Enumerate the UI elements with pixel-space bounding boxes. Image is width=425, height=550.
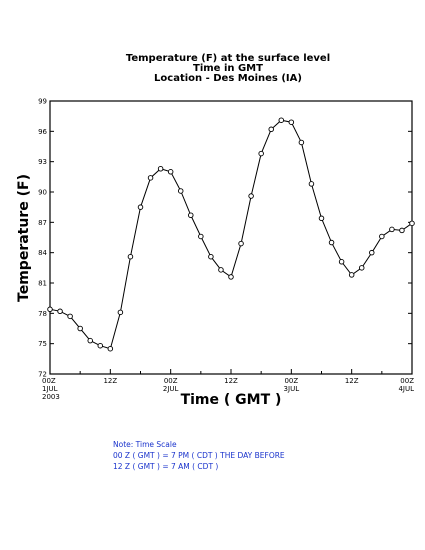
data-point	[208, 253, 214, 260]
data-point	[308, 181, 315, 187]
data-point	[258, 150, 264, 157]
x-tick-label: 1JUL	[42, 385, 58, 393]
note-line-1: Note: Time Scale	[113, 440, 177, 449]
title-line-3: Location - Des Moines (IA)	[154, 73, 302, 84]
x-tick-label: 4JUL	[398, 385, 414, 393]
data-point	[409, 220, 415, 227]
data-point	[198, 233, 204, 240]
data-point	[157, 165, 164, 172]
data-point	[87, 337, 93, 344]
x-tick-label: 12Z	[103, 377, 117, 385]
y-tick-label: 78	[38, 310, 47, 318]
y-tick-label: 99	[38, 98, 47, 106]
data-point	[188, 212, 194, 219]
chart-title: Temperature (F) at the surface level Tim…	[126, 53, 330, 84]
x-tick-label: 00Z	[400, 377, 414, 385]
data-point	[318, 215, 325, 222]
note-line-2: 00 Z ( GMT ) = 7 PM ( CDT ) THE DAY BEFO…	[113, 451, 285, 460]
time-scale-note: Note: Time Scale 00 Z ( GMT ) = 7 PM ( C…	[113, 440, 285, 471]
data-point	[238, 240, 244, 247]
y-axis-ticks: 72 75 78 81 84 87 90 93 96 99	[38, 98, 412, 379]
data-point	[167, 169, 174, 175]
x-tick-label: 00Z	[284, 377, 298, 385]
data-point	[298, 139, 305, 146]
data-point	[218, 267, 224, 273]
data-point	[77, 325, 83, 332]
data-point	[268, 126, 274, 133]
data-point	[369, 249, 375, 256]
x-tick-label: 12Z	[224, 377, 238, 385]
plot-area-frame	[49, 100, 413, 375]
y-tick-label: 72	[38, 371, 47, 379]
data-point	[137, 204, 144, 210]
y-axis-label: Temperature (F)	[16, 174, 32, 302]
data-point	[57, 308, 63, 315]
data-point	[127, 253, 134, 260]
y-tick-label: 90	[38, 189, 47, 197]
y-tick-label: 96	[38, 128, 47, 136]
y-tick-label: 93	[38, 158, 47, 166]
title-line-2: Time in GMT	[193, 63, 263, 74]
x-tick-label: 00Z	[164, 377, 178, 385]
data-point	[379, 233, 385, 240]
data-point	[358, 265, 365, 271]
x-tick-label: 00Z	[42, 377, 56, 385]
x-tick-label: 2JUL	[163, 385, 179, 393]
data-point	[248, 193, 254, 199]
data-point	[177, 188, 184, 194]
x-tick-label: 12Z	[345, 377, 359, 385]
data-point	[278, 117, 285, 123]
data-point	[97, 342, 104, 349]
data-point	[107, 345, 114, 352]
x-tick-label: 3JUL	[284, 385, 300, 393]
title-line-1: Temperature (F) at the surface level	[126, 53, 330, 64]
data-point	[399, 227, 405, 234]
data-point	[389, 226, 395, 233]
data-point	[288, 119, 295, 125]
y-tick-label: 84	[38, 249, 47, 257]
data-point	[338, 259, 345, 265]
x-axis-label: Time ( GMT )	[181, 392, 282, 408]
y-tick-label: 87	[38, 219, 47, 227]
data-point	[228, 274, 234, 280]
x-tick-label: 2003	[42, 393, 60, 401]
data-point	[328, 239, 335, 246]
y-tick-label: 81	[38, 280, 47, 288]
data-point	[147, 175, 154, 181]
y-tick-label: 75	[38, 340, 47, 348]
temperature-series-markers	[47, 117, 415, 352]
data-point	[47, 306, 53, 313]
temperature-series-line	[49, 119, 413, 350]
data-point	[348, 272, 355, 278]
note-line-3: 12 Z ( GMT ) = 7 AM ( CDT )	[113, 462, 218, 471]
data-point	[67, 313, 73, 320]
data-point	[117, 309, 124, 316]
